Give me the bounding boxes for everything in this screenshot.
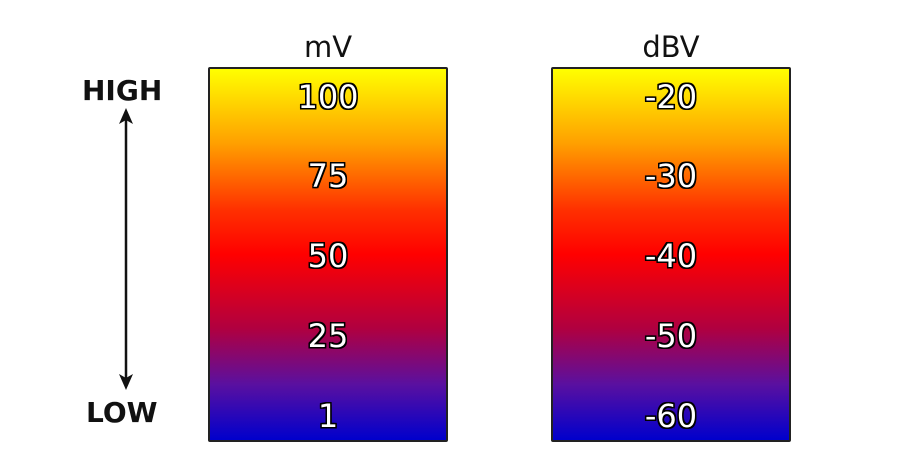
- dbv-value: -40: [644, 237, 698, 275]
- high-label: HIGH: [82, 74, 163, 107]
- mv-value: 100: [297, 78, 359, 116]
- dbv-column-title: dBV: [642, 30, 700, 64]
- mv-value: 25: [307, 317, 349, 355]
- mv-value: 50: [307, 237, 349, 275]
- low-label: LOW: [86, 396, 158, 429]
- mv-column-title: mV: [303, 30, 353, 64]
- dbv-value: -30: [644, 157, 698, 195]
- dbv-gradient-bar: -20 -30 -40 -50 -60: [551, 67, 791, 442]
- mv-value: 1: [317, 397, 339, 435]
- dbv-value: -50: [644, 317, 698, 355]
- dbv-value: -60: [644, 397, 698, 435]
- mv-gradient-bar: 100 75 50 25 1: [208, 67, 448, 442]
- mv-value: 75: [307, 157, 349, 195]
- double-arrow-icon: [119, 108, 133, 390]
- dbv-value: -20: [644, 78, 698, 116]
